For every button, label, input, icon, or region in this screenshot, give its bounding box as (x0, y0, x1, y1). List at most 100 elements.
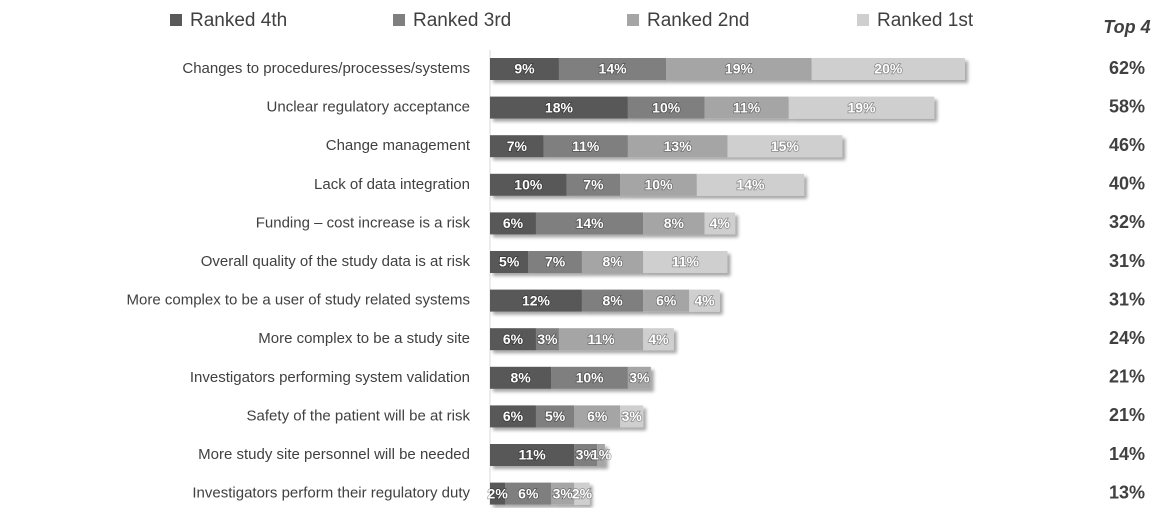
segment-label: 4% (648, 331, 669, 347)
bar-segment (490, 96, 628, 119)
bar-segment (490, 135, 544, 158)
category-label: Lack of data integration (314, 176, 470, 193)
segment-label: 3% (553, 485, 574, 501)
segment-label: 11% (519, 447, 547, 463)
bar-segment (543, 135, 628, 158)
segment-label: 14% (576, 215, 605, 231)
legend-label: Ranked 4th (190, 10, 287, 31)
bar-segment (627, 135, 728, 158)
segment-label: 7% (545, 254, 566, 270)
segment-label: 8% (511, 370, 532, 386)
segment-label: 3% (537, 331, 558, 347)
bar-segment (490, 289, 582, 312)
bar-group (490, 96, 935, 119)
bar-segment (597, 444, 605, 466)
bar-segment (727, 135, 843, 158)
bar-segment (535, 328, 559, 351)
segment-label: 13% (664, 138, 693, 154)
segment-label: 11% (587, 331, 615, 347)
segment-label: 2% (572, 485, 593, 501)
total-label: 21% (1109, 367, 1145, 387)
segment-label: 6% (503, 331, 524, 347)
segment-label: 3% (576, 447, 597, 463)
segment-label: 5% (499, 254, 520, 270)
bar-group (490, 289, 720, 312)
segment-label: 7% (583, 177, 604, 193)
bar-segment (627, 96, 705, 119)
bar-segment (620, 173, 697, 196)
bar-group (490, 58, 965, 80)
bar-segment (643, 251, 728, 273)
bar-group (490, 173, 805, 196)
segment-label: 6% (656, 292, 677, 308)
segment-label: 11% (733, 99, 761, 115)
legend-swatch (393, 14, 405, 26)
segment-label: 18% (545, 99, 574, 115)
segment-label: 3% (629, 370, 650, 386)
category-label: Changes to procedures/processes/systems (182, 60, 470, 77)
segment-label: 19% (847, 99, 876, 115)
total-label: 58% (1109, 96, 1145, 116)
segment-label: 7% (507, 138, 528, 154)
bar-segment (566, 173, 621, 196)
total-label: 21% (1109, 405, 1145, 425)
category-label: Safety of the patient will be at risk (247, 407, 471, 424)
segment-label: 5% (545, 408, 566, 424)
bar-group (490, 405, 644, 428)
legend-label: Ranked 1st (877, 10, 974, 31)
bar-segment (551, 482, 575, 505)
segment-label: 6% (587, 408, 608, 424)
segment-label: 19% (725, 61, 754, 77)
category-label: More complex to be a user of study relat… (127, 292, 470, 309)
segment-label: 14% (599, 61, 628, 77)
total-label: 31% (1109, 289, 1145, 309)
bar-segment (551, 366, 628, 389)
bar-segment (558, 328, 644, 351)
legend-swatch (857, 14, 869, 26)
segment-label: 20% (874, 61, 903, 77)
bar-segment (490, 444, 575, 466)
category-label: Unclear regulatory acceptance (267, 99, 470, 116)
segment-label: 6% (503, 408, 524, 424)
bar-group (490, 366, 651, 389)
bar-segment (528, 251, 582, 273)
legend-swatch (627, 14, 639, 26)
total-label: 31% (1109, 251, 1145, 271)
bar-segment (490, 251, 529, 273)
segment-label: 1% (591, 447, 612, 463)
bar-segment (643, 289, 690, 312)
bar-group (490, 251, 728, 273)
category-label: More complex to be a study site (258, 330, 470, 347)
total-label: 40% (1109, 174, 1145, 194)
segment-label: 10% (652, 99, 681, 115)
bar-segment (574, 444, 598, 466)
bar-segment (490, 328, 536, 351)
bar-segment (704, 212, 736, 235)
category-label: Overall quality of the study data is at … (201, 253, 471, 270)
bar-segment (574, 405, 621, 428)
segment-label: 15% (771, 138, 800, 154)
category-label: Investigators perform their regulatory d… (192, 485, 470, 502)
bar-segment (535, 405, 575, 428)
bar-segment (811, 58, 965, 80)
segment-label: 6% (518, 485, 539, 501)
segment-label: 10% (514, 177, 543, 193)
segment-label: 6% (503, 215, 524, 231)
segment-label: 4% (710, 215, 731, 231)
segment-label: 3% (622, 408, 643, 424)
segment-label: 11% (572, 138, 600, 154)
bar-group (490, 212, 736, 235)
bar-group (490, 444, 605, 466)
bar-segment (627, 366, 651, 389)
category-label: More study site personnel will be needed (198, 446, 470, 463)
segment-label: 8% (602, 292, 623, 308)
bar-segment (574, 482, 590, 505)
bar-segment (704, 96, 789, 119)
bar-group (490, 482, 590, 505)
segment-label: 2% (488, 485, 509, 501)
bar-segment (490, 212, 536, 235)
segment-label: 4% (694, 292, 715, 308)
category-label: Investigators performing system validati… (190, 369, 470, 386)
legend-label: Ranked 2nd (647, 10, 749, 31)
